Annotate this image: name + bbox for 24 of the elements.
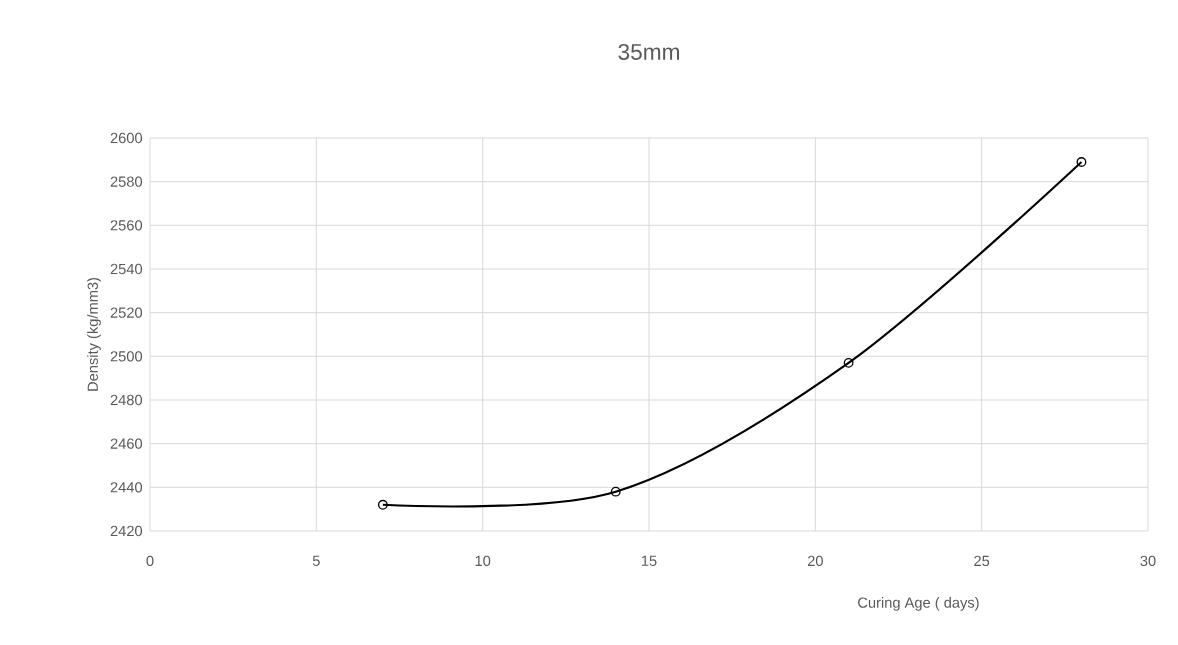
y-tick-label: 2540 xyxy=(110,263,143,275)
y-tick-label: 2460 xyxy=(110,438,143,449)
x-axis-title: Curing Age ( days) xyxy=(858,597,979,611)
point xyxy=(843,357,854,368)
y-tick-label: 2580 xyxy=(110,176,143,187)
x-tick-label: 10 xyxy=(475,555,491,567)
y-tick-label: 2560 xyxy=(110,220,143,231)
x-tick-label: 25 xyxy=(974,555,990,567)
chart-title: 35mm xyxy=(618,43,679,60)
y-tick-label: 2520 xyxy=(110,307,143,318)
x-tick-label: 15 xyxy=(641,555,657,566)
y-tick-label: 2480 xyxy=(110,394,143,406)
y-tick-label: 2440 xyxy=(110,482,143,493)
y-tick-label: 2500 xyxy=(110,351,143,362)
point xyxy=(1076,157,1087,167)
x-tick-label: 30 xyxy=(1140,555,1156,567)
x-tick-label: 0 xyxy=(146,555,154,567)
y-tick-label: 2420 xyxy=(110,525,143,537)
point xyxy=(610,486,621,497)
y-tick-label: 2600 xyxy=(110,132,143,144)
x-tick-label: 20 xyxy=(807,555,823,567)
y-axis-title: Density (kg/mm3) xyxy=(87,277,101,391)
x-tick-label: 5 xyxy=(312,555,320,566)
point xyxy=(377,499,388,510)
